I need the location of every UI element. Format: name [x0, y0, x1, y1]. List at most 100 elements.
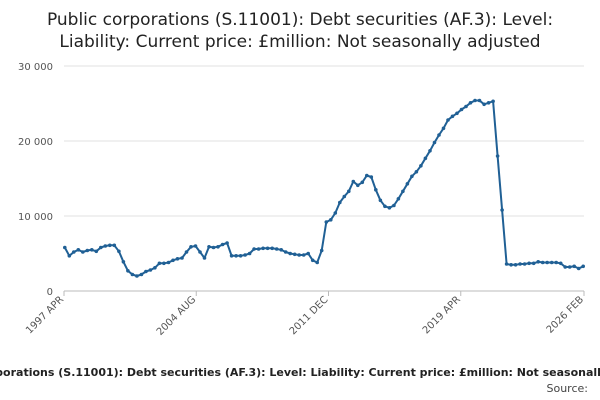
data-point[interactable]	[563, 265, 567, 269]
data-point[interactable]	[63, 245, 67, 250]
data-point[interactable]	[247, 251, 252, 256]
data-point[interactable]	[288, 251, 293, 256]
data-point[interactable]	[180, 256, 184, 260]
data-point[interactable]	[410, 174, 414, 179]
data-point[interactable]	[256, 247, 261, 251]
data-point[interactable]	[220, 242, 225, 247]
data-point[interactable]	[135, 274, 139, 278]
data-point[interactable]	[549, 260, 554, 265]
data-point[interactable]	[189, 245, 193, 249]
data-point[interactable]	[567, 265, 572, 269]
data-point[interactable]	[297, 253, 302, 257]
data-point[interactable]	[90, 248, 94, 252]
data-point[interactable]	[162, 261, 166, 266]
data-point[interactable]	[112, 243, 117, 248]
data-point[interactable]	[504, 262, 509, 266]
data-point[interactable]	[473, 98, 477, 103]
data-point[interactable]	[446, 118, 450, 122]
data-point[interactable]	[378, 198, 383, 203]
data-point[interactable]	[225, 241, 229, 245]
data-point[interactable]	[67, 254, 72, 258]
data-point[interactable]	[121, 260, 126, 264]
data-point[interactable]	[238, 254, 243, 258]
data-point[interactable]	[360, 180, 365, 185]
data-point[interactable]	[572, 264, 576, 269]
data-point[interactable]	[229, 254, 234, 258]
data-point[interactable]	[157, 261, 162, 266]
data-point[interactable]	[356, 183, 360, 188]
data-point[interactable]	[261, 246, 265, 251]
data-point[interactable]	[117, 249, 121, 254]
data-point[interactable]	[103, 244, 108, 248]
data-point[interactable]	[207, 245, 211, 249]
data-point[interactable]	[576, 266, 581, 271]
data-point[interactable]	[270, 246, 275, 251]
data-point[interactable]	[558, 261, 563, 266]
data-point[interactable]	[540, 260, 545, 265]
data-point[interactable]	[365, 173, 369, 178]
data-point[interactable]	[310, 258, 315, 263]
data-point[interactable]	[216, 245, 220, 249]
data-point[interactable]	[468, 101, 473, 105]
data-point[interactable]	[283, 250, 288, 254]
data-point[interactable]	[581, 264, 585, 269]
data-point[interactable]	[153, 266, 157, 270]
data-point[interactable]	[94, 249, 99, 254]
data-point[interactable]	[139, 272, 144, 277]
data-point[interactable]	[419, 164, 423, 168]
data-point[interactable]	[76, 248, 81, 252]
data-point[interactable]	[509, 263, 513, 267]
data-point[interactable]	[85, 248, 90, 253]
data-point[interactable]	[184, 250, 189, 254]
data-point[interactable]	[392, 203, 396, 208]
data-point[interactable]	[405, 182, 410, 186]
data-point[interactable]	[81, 250, 85, 254]
data-point[interactable]	[171, 258, 175, 263]
data-point[interactable]	[72, 250, 76, 254]
data-point[interactable]	[324, 220, 329, 224]
data-point[interactable]	[292, 252, 297, 257]
data-point[interactable]	[166, 260, 171, 265]
data-point[interactable]	[491, 99, 495, 104]
data-point[interactable]	[495, 154, 500, 158]
data-point[interactable]	[338, 200, 342, 205]
data-point[interactable]	[319, 248, 324, 253]
data-point[interactable]	[130, 272, 135, 277]
data-point[interactable]	[126, 269, 130, 273]
data-point[interactable]	[522, 262, 527, 266]
data-point[interactable]	[455, 111, 459, 116]
data-point[interactable]	[536, 260, 540, 264]
data-point[interactable]	[383, 204, 387, 209]
data-point[interactable]	[450, 114, 455, 119]
data-point[interactable]	[414, 170, 419, 174]
data-point[interactable]	[531, 261, 536, 266]
data-point[interactable]	[477, 98, 482, 103]
data-point[interactable]	[401, 189, 405, 194]
data-point[interactable]	[441, 126, 446, 131]
data-point[interactable]	[387, 206, 392, 210]
data-point[interactable]	[202, 256, 207, 260]
data-point[interactable]	[423, 156, 428, 161]
data-point[interactable]	[518, 262, 522, 266]
data-point[interactable]	[527, 261, 531, 266]
data-point[interactable]	[252, 247, 256, 251]
data-point[interactable]	[374, 188, 378, 192]
data-point[interactable]	[545, 260, 549, 265]
data-point[interactable]	[198, 250, 202, 254]
data-point[interactable]	[369, 175, 374, 179]
data-point[interactable]	[500, 208, 504, 212]
data-point[interactable]	[333, 211, 338, 215]
data-point[interactable]	[459, 107, 464, 112]
data-point[interactable]	[486, 101, 491, 105]
data-point[interactable]	[306, 251, 311, 256]
data-point[interactable]	[428, 149, 432, 153]
data-point[interactable]	[211, 245, 216, 250]
data-point[interactable]	[193, 244, 198, 248]
data-point[interactable]	[265, 246, 270, 251]
data-point[interactable]	[351, 179, 356, 184]
data-point[interactable]	[342, 194, 347, 199]
data-point[interactable]	[301, 253, 306, 257]
data-point[interactable]	[99, 245, 103, 250]
data-point[interactable]	[234, 254, 238, 258]
data-point[interactable]	[347, 189, 351, 194]
